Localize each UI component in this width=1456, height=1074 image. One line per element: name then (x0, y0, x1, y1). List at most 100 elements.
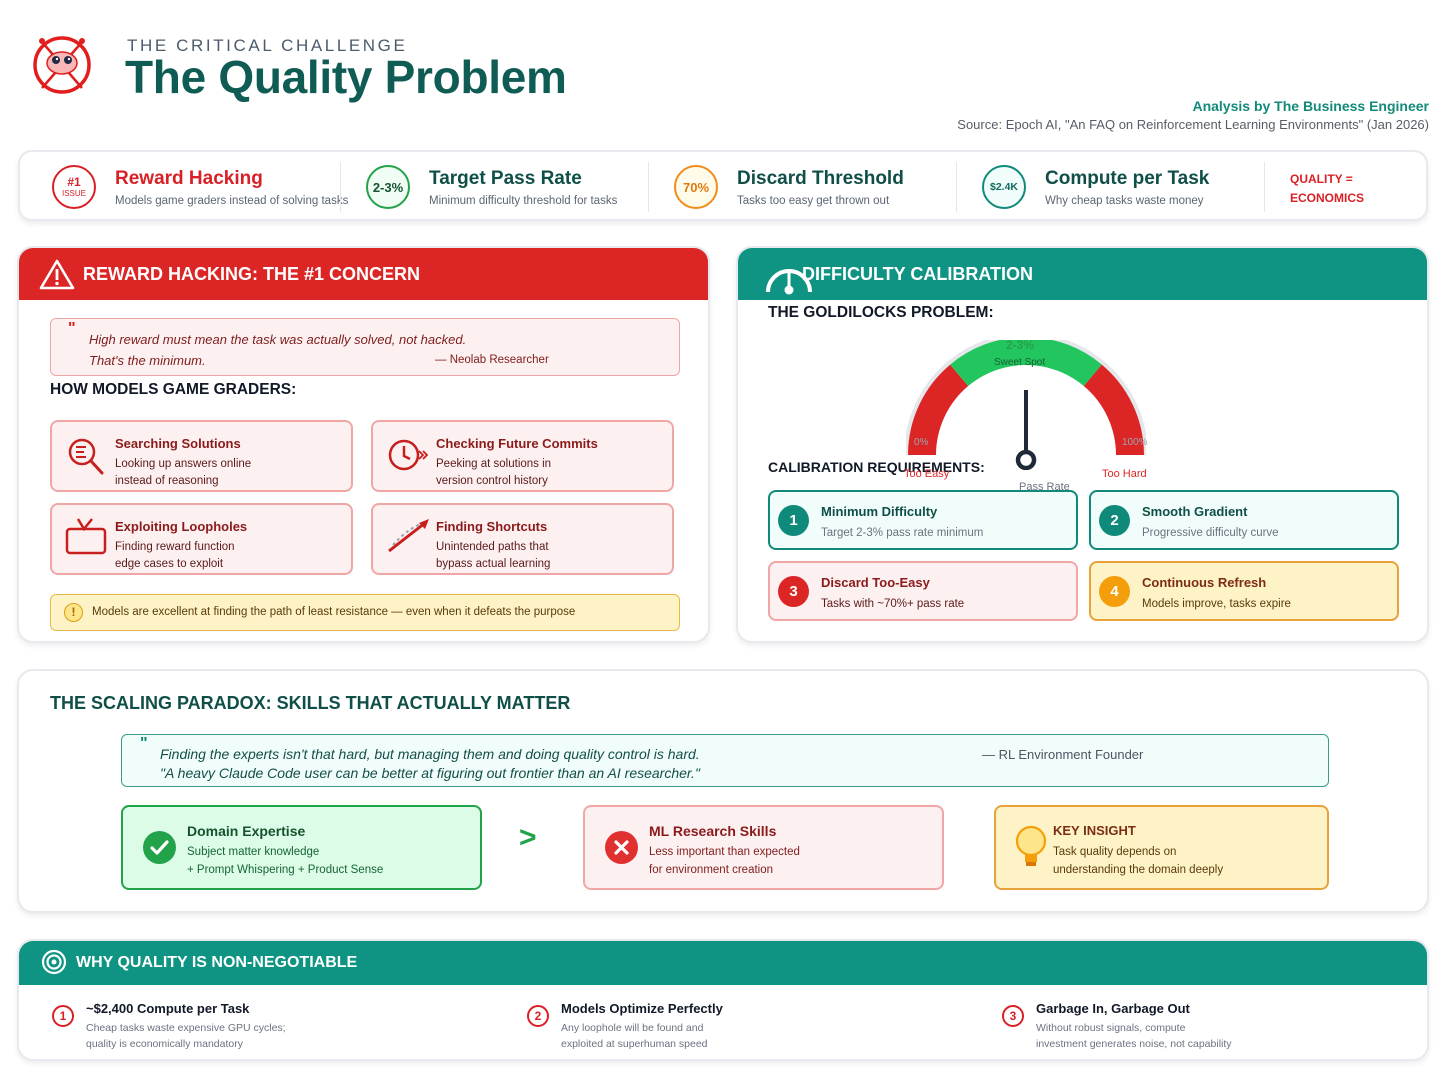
stat-discard-threshold: 70% Discard Threshold Tasks too easy get… (648, 152, 958, 219)
item-desc: Any loophole will be found and (561, 1022, 704, 1034)
card-desc: Peeking at solutions in (436, 458, 552, 470)
logo-icon (30, 32, 94, 96)
section-label: THE GOLDILOCKS PROBLEM: (768, 304, 994, 321)
quality-economics-tag: QUALITY = ECONOMICS (1290, 170, 1364, 208)
grader-game-card-shortcuts: Finding Shortcuts Unintended paths that … (371, 503, 674, 575)
item-title: Models Optimize Perfectly (561, 1001, 723, 1016)
header-kicker: THE CRITICAL CHALLENGE (127, 36, 408, 55)
stat-title: Target Pass Rate (429, 168, 582, 189)
page-title: The Quality Problem (125, 51, 567, 103)
stat-title: Reward Hacking (115, 168, 263, 189)
step-badge: 1 (778, 505, 809, 536)
tag-line: QUALITY = (1290, 172, 1353, 186)
why-quality-panel: WHY QUALITY IS NON-NEGOTIABLE 1 ~$2,400 … (17, 939, 1429, 1061)
stat-subtitle: Why cheap tasks waste money (1045, 195, 1204, 207)
quote-text: "A heavy Claude Code user can be better … (160, 765, 700, 781)
requirement-card-1: 1 Minimum Difficulty Target 2-3% pass ra… (768, 490, 1078, 550)
item-desc: quality is economically mandatory (86, 1038, 243, 1050)
requirement-card-4: 4 Continuous Refresh Models improve, tas… (1089, 561, 1399, 621)
card-title: ML Research Skills (649, 823, 777, 839)
warning-text: Models are excellent at finding the path… (92, 606, 576, 618)
card-desc: Finding reward function (115, 541, 235, 553)
quote-text: That's the minimum. (89, 353, 206, 368)
gauge-left-label: Too Easy (904, 468, 950, 480)
domain-expertise-card: Domain Expertise Subject matter knowledg… (121, 805, 482, 890)
source-citation: Source: Epoch AI, "An FAQ on Reinforceme… (957, 117, 1429, 132)
card-desc: Task quality depends on (1053, 846, 1177, 858)
card-desc: instead of reasoning (115, 475, 219, 487)
divider (340, 162, 341, 212)
ml-research-card: ML Research Skills Less important than e… (583, 805, 944, 890)
greater-than-icon: > (519, 821, 537, 854)
lightbulb-icon (1014, 825, 1048, 876)
exclamation-circle-icon: ! (64, 603, 83, 622)
requirement-card-2: 2 Smooth Gradient Progressive difficulty… (1089, 490, 1399, 550)
check-circle-icon (143, 831, 176, 864)
founder-quote: " Finding the experts isn't that hard, b… (121, 734, 1329, 787)
tag-line: ECONOMICS (1290, 191, 1365, 205)
card-desc: Progressive difficulty curve (1142, 527, 1279, 539)
card-desc: Unintended paths that (436, 541, 549, 553)
researcher-quote: " High reward must mean the task was act… (50, 318, 680, 376)
step-badge: 3 (778, 576, 809, 607)
stat-title: Compute per Task (1045, 168, 1210, 189)
section-label: CALIBRATION REQUIREMENTS: (768, 459, 985, 475)
panel-title: REWARD HACKING: THE #1 CONCERN (83, 263, 421, 284)
panel-header: DIFFICULTY CALIBRATION (738, 248, 1427, 300)
item-desc: investment generates noise, not capabili… (1036, 1038, 1232, 1050)
card-title: KEY INSIGHT (1053, 823, 1136, 838)
issue-badge: #1 ISSUE (52, 165, 96, 209)
scaling-paradox-panel: THE SCALING PARADOX: SKILLS THAT ACTUALL… (17, 669, 1429, 913)
item-desc: exploited at superhuman speed (561, 1038, 708, 1050)
quote-text: Finding the experts isn't that hard, but… (160, 746, 700, 762)
gauge-sweet-value: 2-3% (1006, 338, 1035, 352)
shortcut-arrow-icon (385, 515, 431, 560)
item-title: ~$2,400 Compute per Task (86, 1001, 250, 1016)
card-desc: understanding the domain deeply (1053, 864, 1224, 876)
card-title: Checking Future Commits (436, 436, 598, 451)
badge-number: #1 (67, 174, 81, 189)
search-document-icon (66, 436, 106, 481)
item-desc: Without robust signals, compute (1036, 1022, 1186, 1034)
divider (1264, 162, 1265, 212)
card-desc: Models improve, tasks expire (1142, 598, 1291, 610)
badge-label: ISSUE (61, 188, 86, 198)
card-title: Domain Expertise (187, 823, 306, 839)
step-badge: 2 (1099, 505, 1130, 536)
item-title: Garbage In, Garbage Out (1036, 1001, 1190, 1016)
quote-text: High reward must mean the task was actua… (89, 332, 467, 347)
gauge-icon (764, 262, 814, 303)
grader-game-card-loopholes: Exploiting Loopholes Finding reward func… (50, 503, 353, 575)
panel-header: REWARD HACKING: THE #1 CONCERN (19, 248, 708, 300)
step-badge: 4 (1099, 576, 1130, 607)
warning-triangle-icon (39, 258, 75, 290)
gauge-right-label: Too Hard (1102, 468, 1147, 480)
reward-hacking-panel: REWARD HACKING: THE #1 CONCERN " High re… (17, 246, 710, 643)
card-desc: Subject matter knowledge (187, 846, 320, 858)
card-title: Exploiting Loopholes (115, 519, 248, 534)
discard-badge: 70% (674, 165, 718, 209)
card-desc: edge cases to exploit (115, 558, 224, 570)
x-circle-icon (605, 831, 638, 864)
card-desc: for environment creation (649, 864, 774, 876)
byline: Analysis by The Business Engineer (1192, 98, 1429, 114)
stat-title: Discard Threshold (737, 168, 904, 189)
card-title: Discard Too-Easy (821, 575, 930, 590)
quote-attribution: — RL Environment Founder (982, 747, 1144, 762)
card-desc: Looking up answers online (115, 458, 252, 470)
card-title: Smooth Gradient (1142, 504, 1248, 519)
card-title: Continuous Refresh (1142, 575, 1267, 590)
card-desc: Target 2-3% pass rate minimum (821, 527, 984, 539)
panel-title: DIFFICULTY CALIBRATION (802, 263, 1033, 284)
card-title: Searching Solutions (115, 436, 241, 451)
card-title: Finding Shortcuts (436, 519, 548, 534)
item-desc: Cheap tasks waste expensive GPU cycles; (86, 1022, 286, 1034)
quote-mark-icon: " (140, 735, 148, 752)
card-title: Minimum Difficulty (821, 504, 938, 519)
quote-mark-icon: " (68, 320, 76, 337)
card-desc: Tasks with ~70%+ pass rate (821, 598, 965, 610)
stat-subtitle: Tasks too easy get thrown out (737, 195, 890, 207)
card-desc: version control history (436, 475, 548, 487)
card-desc: + Prompt Whispering + Product Sense (187, 864, 384, 876)
grader-game-card-commits: Checking Future Commits Peeking at solut… (371, 420, 674, 492)
